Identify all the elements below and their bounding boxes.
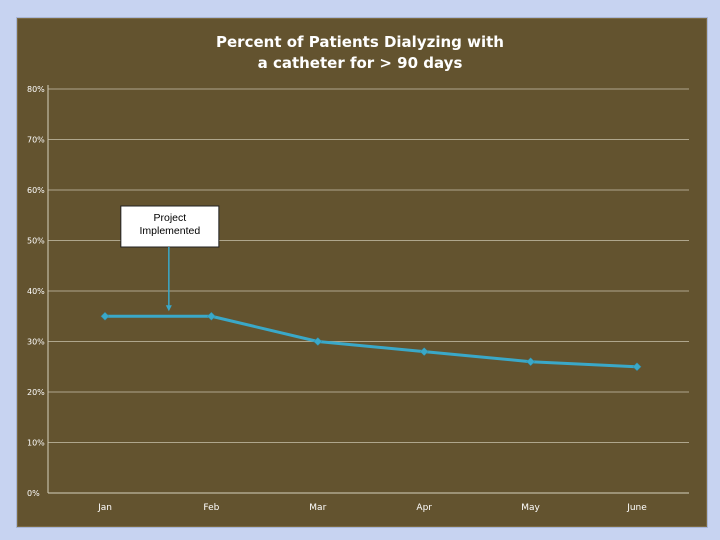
callout-box bbox=[120, 205, 220, 248]
data-point bbox=[207, 311, 216, 321]
y-axis-ticks: 0% 10% 20% 30% 40% 50% 60% 70% 80% bbox=[27, 85, 45, 498]
x-tick-label: June bbox=[626, 503, 647, 513]
data-point bbox=[313, 337, 323, 346]
axes bbox=[47, 85, 689, 494]
callout-label-line: Implemented bbox=[139, 225, 200, 237]
callout-label-line: Project bbox=[153, 212, 186, 224]
x-tick-label: Jan bbox=[97, 503, 112, 513]
series-line bbox=[105, 314, 638, 369]
x-tick-label: May bbox=[521, 503, 540, 513]
chart-panel: Percent of Patients Dialyzing with a cat… bbox=[17, 18, 707, 527]
y-tick-label: 40% bbox=[27, 287, 45, 296]
chart-title-line-1: Percent of Patients Dialyzing with bbox=[216, 33, 504, 51]
chart-title-line-2: a catheter for > 90 days bbox=[258, 54, 463, 72]
y-tick-label: 70% bbox=[27, 136, 45, 145]
gridlines bbox=[48, 88, 689, 443]
x-tick-label: Apr bbox=[416, 503, 432, 513]
callout-arrow-head bbox=[165, 305, 172, 312]
y-tick-label: 20% bbox=[27, 388, 45, 397]
data-point bbox=[526, 357, 535, 367]
series-percent-catheter bbox=[100, 311, 642, 372]
y-tick-label: 10% bbox=[27, 439, 45, 448]
y-tick-label: 60% bbox=[27, 186, 45, 195]
x-axis-ticks: Jan Feb Mar Apr May June bbox=[97, 503, 647, 513]
data-point bbox=[419, 347, 429, 356]
data-point bbox=[632, 362, 642, 372]
y-tick-label: 80% bbox=[27, 85, 45, 94]
y-tick-label: 30% bbox=[27, 338, 45, 347]
x-tick-label: Mar bbox=[309, 503, 326, 513]
x-tick-label: Feb bbox=[203, 503, 219, 513]
y-tick-label: 0% bbox=[27, 489, 40, 498]
y-tick-label: 50% bbox=[27, 237, 45, 246]
data-point bbox=[100, 311, 110, 321]
chart-svg: Percent of Patients Dialyzing with a cat… bbox=[27, 33, 689, 513]
